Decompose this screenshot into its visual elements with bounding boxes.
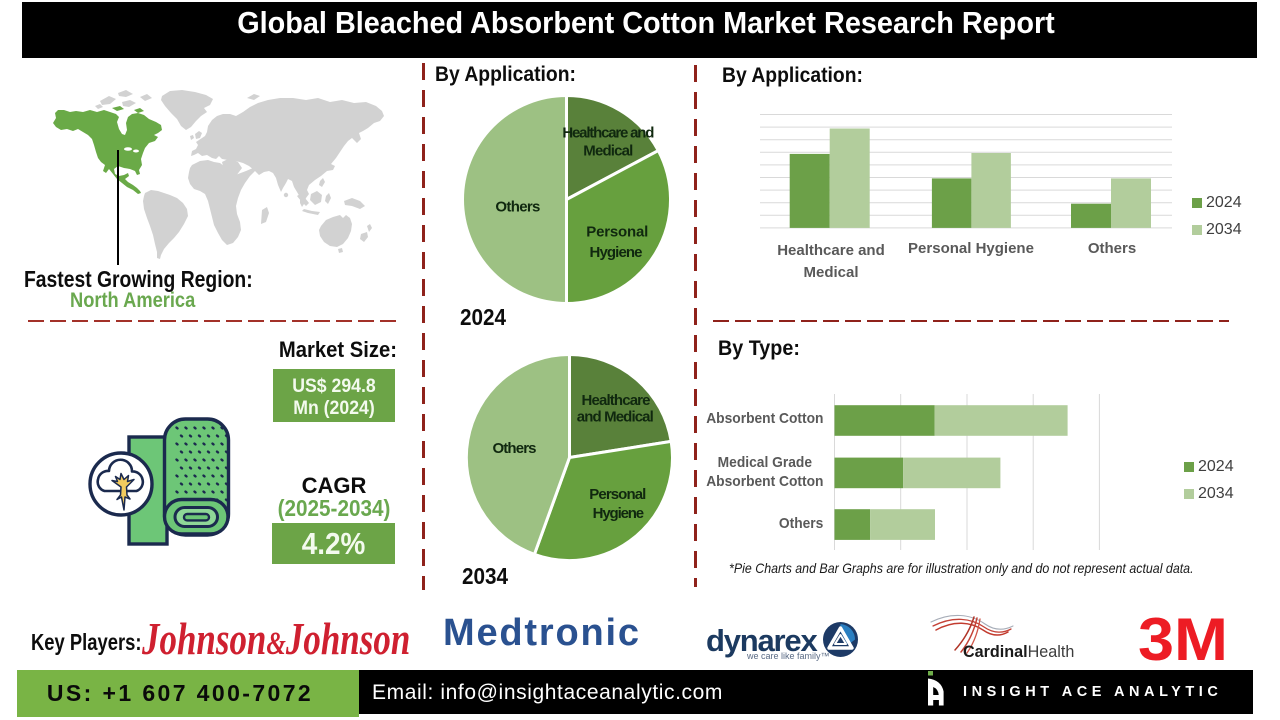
- svg-text:Hygiene: Hygiene: [590, 244, 643, 261]
- svg-text:Hygiene: Hygiene: [593, 505, 645, 522]
- svg-text:Personal: Personal: [586, 224, 648, 241]
- svg-text:Healthcare: Healthcare: [582, 392, 651, 409]
- svg-text:Personal: Personal: [589, 486, 646, 503]
- svg-text:Healthcare and: Healthcare and: [562, 125, 654, 142]
- svg-text:Others: Others: [493, 440, 537, 457]
- svg-text:Others: Others: [495, 199, 540, 216]
- svg-text:and Medical: and Medical: [577, 408, 654, 425]
- svg-text:Medical: Medical: [583, 142, 633, 159]
